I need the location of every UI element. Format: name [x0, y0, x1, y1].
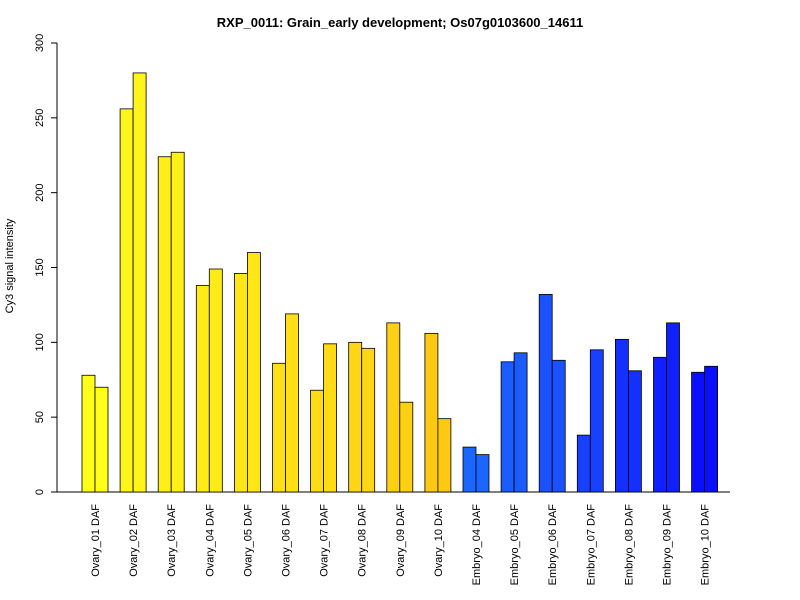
bar — [551, 359, 566, 493]
category-label: Embryo_06 DAF — [547, 504, 559, 586]
y-tick-label: 200 — [34, 183, 46, 201]
bar — [195, 285, 210, 493]
bar — [589, 349, 604, 493]
bar — [208, 268, 223, 493]
category-label: Embryo_09 DAF — [662, 504, 674, 586]
bar — [500, 361, 515, 493]
category-label: Embryo_05 DAF — [509, 504, 521, 586]
bar — [615, 338, 629, 493]
bar — [424, 332, 439, 493]
category-label: Ovary_06 DAF — [281, 504, 293, 577]
y-tick-label: 150 — [34, 258, 46, 276]
y-tick-label: 50 — [34, 411, 46, 423]
bar — [653, 356, 667, 493]
bar — [272, 362, 286, 493]
bar — [704, 365, 718, 493]
bar — [233, 273, 248, 493]
bar — [386, 322, 401, 493]
y-tick-label: 250 — [34, 109, 46, 127]
bar — [81, 374, 96, 493]
bar — [323, 343, 338, 493]
bar — [538, 294, 553, 493]
category-label: Embryo_07 DAF — [585, 504, 597, 586]
category-label: Embryo_04 DAF — [471, 504, 483, 586]
bar — [666, 322, 680, 493]
chart-title: RXP_0011: Grain_early development; Os07g… — [217, 15, 583, 30]
bar — [310, 389, 325, 493]
bar — [170, 151, 185, 493]
bar — [246, 252, 261, 493]
category-label: Ovary_07 DAF — [319, 504, 331, 577]
bar — [399, 401, 414, 493]
category-labels: Ovary_01 DAF Ovary_02 DAF Ovary_03 DAF Ovar… — [90, 504, 712, 586]
category-label: Ovary_10 DAF — [433, 504, 445, 577]
category-label: Ovary_02 DAF — [128, 504, 140, 577]
bar — [628, 370, 642, 493]
y-tick-label: 100 — [34, 333, 46, 351]
y-tick-label: 0 — [34, 489, 46, 495]
bar — [94, 386, 109, 493]
bar — [132, 72, 147, 493]
category-label: Embryo_10 DAF — [700, 504, 712, 586]
bar — [475, 454, 490, 493]
bar — [513, 352, 528, 493]
y-axis-ticks: 0 50 100 150 200 250 300 — [34, 34, 57, 495]
bar — [157, 156, 172, 493]
bar — [462, 446, 477, 493]
bar — [691, 371, 705, 493]
bars-group — [81, 72, 718, 493]
category-label: Ovary_09 DAF — [395, 504, 407, 577]
bar — [437, 418, 452, 493]
bar — [576, 434, 591, 493]
category-label: Ovary_03 DAF — [166, 504, 178, 577]
bar — [285, 313, 299, 493]
bar — [348, 341, 363, 493]
category-label: Ovary_08 DAF — [357, 504, 369, 577]
category-label: Embryo_08 DAF — [623, 504, 635, 586]
bar — [119, 108, 134, 493]
bar — [361, 347, 376, 493]
category-label: Ovary_05 DAF — [242, 504, 254, 577]
y-tick-label: 300 — [34, 34, 46, 52]
y-axis-label: Cy3 signal intensity — [4, 218, 16, 313]
category-label: Ovary_01 DAF — [90, 504, 102, 577]
category-label: Ovary_04 DAF — [204, 504, 216, 577]
